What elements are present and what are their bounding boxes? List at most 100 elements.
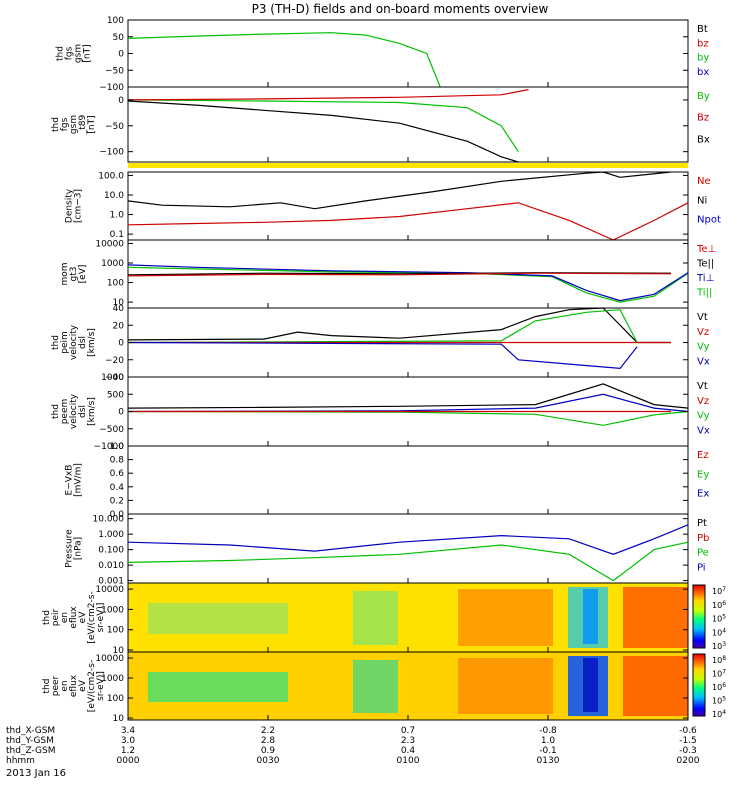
time-axis-value-y-gsm: 3.0 xyxy=(121,736,136,746)
series-line-vt xyxy=(127,307,671,344)
time-axis-row-label: thd_Z-GSM xyxy=(6,746,55,756)
series-line-vt xyxy=(127,383,689,409)
panel-10: 108 107 106 105 104 10000 1000 100 10 thdpeerenef… xyxy=(42,651,726,724)
y-tick-label: 0 xyxy=(118,50,124,60)
y-tick-label: 0 xyxy=(118,339,124,349)
time-axis-value-x-gsm: 0.7 xyxy=(401,726,415,736)
y-tick-label: 1000 xyxy=(101,605,124,615)
legend-label: Vy xyxy=(697,342,710,353)
legend-label: Npot xyxy=(697,215,721,226)
y-axis-label: momgt3[eV] xyxy=(60,262,88,285)
y-tick-label: 1.000 xyxy=(98,530,124,540)
legend-label: Ey xyxy=(697,469,709,480)
spectrogram-region xyxy=(353,591,398,645)
panel-frame xyxy=(127,86,689,163)
legend-label: Pb xyxy=(697,533,709,544)
y-tick-label: 0.4 xyxy=(110,483,125,493)
y-tick-label: 0.010 xyxy=(98,561,124,571)
y-tick-label: 100 xyxy=(107,694,124,704)
legend-label: bz xyxy=(697,38,709,49)
series-line-ti xyxy=(127,266,689,303)
time-axis-value-y-gsm: 2.8 xyxy=(261,736,276,746)
legend-label: Pe xyxy=(697,548,709,559)
y-axis-label: Density[cm−3] xyxy=(65,188,84,223)
y-axis-label: E−VxB[mV/m] xyxy=(65,463,84,497)
legend-label: Vx xyxy=(697,425,710,436)
time-axis-value-z-gsm: 0.4 xyxy=(401,746,416,756)
series-line-vx xyxy=(127,341,638,370)
y-tick-label: 0 xyxy=(118,96,124,106)
legend-label: Vz xyxy=(697,327,709,338)
y-tick-label: 20 xyxy=(113,321,125,331)
time-axis-row-label: thd_Y-GSM xyxy=(6,736,54,746)
y-tick-label: 10000 xyxy=(95,654,124,664)
panel-2: By Bz Bx 0 −50 −100 thdfgsgsm_t89[nT] xyxy=(51,86,710,163)
time-axis-value-z-gsm: -0.1 xyxy=(539,746,557,756)
legend-label: Pi xyxy=(697,562,706,573)
colorbar-gradient xyxy=(692,584,706,649)
legend-label: Bz xyxy=(697,113,709,124)
panel-3: Ne Ni Npot 100.0 10.0 1.0 0.1 Density[cm−3] xyxy=(65,171,721,241)
time-axis-value-z-gsm: 1.2 xyxy=(121,746,135,756)
time-axis-value-x-gsm: 2.2 xyxy=(261,726,275,736)
time-axis-value-x-gsm: -0.6 xyxy=(679,726,697,736)
time-axis-value-time: 0030 xyxy=(257,756,280,766)
time-axis-row-label: hhmm xyxy=(6,756,35,766)
y-tick-label: 10000 xyxy=(95,239,124,249)
y-tick-label: −100 xyxy=(99,148,124,158)
time-axis-value-x-gsm: -0.8 xyxy=(539,726,557,736)
colorbar-gradient xyxy=(692,653,706,717)
series-line-by xyxy=(127,32,441,88)
y-tick-label: 100 xyxy=(107,626,124,636)
y-axis-label: thdfgsgsm_t89[nT] xyxy=(51,114,97,135)
data-quality-bar xyxy=(128,163,688,168)
series-line-ne xyxy=(127,202,689,241)
y-tick-label: 0.6 xyxy=(110,469,125,479)
time-axis-value-time: 0000 xyxy=(117,756,140,766)
spectrogram-region xyxy=(353,660,398,713)
panel-1: Bt bz by bx 100 50 0 −50 −100 thdfgsgsm[nT] xyxy=(56,16,710,93)
series-line-pi xyxy=(127,524,689,555)
legend-label: Ni xyxy=(697,195,707,206)
time-axis-value-z-gsm: 0.9 xyxy=(261,746,276,756)
y-tick-label: 100 xyxy=(107,16,124,26)
y-axis-label: thdpeemvelocitydsl[km/s] xyxy=(51,393,97,429)
legend-label: Vx xyxy=(697,356,710,367)
y-tick-label: 1000 xyxy=(101,259,124,269)
y-axis-label: thdpeirenefluxeV[eV/(cm2-s-sr-eV)] xyxy=(42,591,106,643)
spectrogram-region xyxy=(148,603,288,634)
legend-label: Vt xyxy=(697,381,708,392)
y-tick-label: −1000 xyxy=(94,442,125,452)
y-tick-label: 10000 xyxy=(95,585,124,595)
time-axis-row-label: thd_X-GSM xyxy=(6,726,55,736)
colorbar-tick-label: 104 xyxy=(712,709,726,719)
colorbar: 108 107 106 105 104 xyxy=(692,653,726,719)
panel-6: Vt Vz Vy Vx 1000 500 0 −500 −1000 thdpeemvelocity… xyxy=(51,373,710,452)
time-axis-value-time: 0100 xyxy=(397,756,420,766)
series-line-vy xyxy=(127,309,638,344)
y-tick-label: 100 xyxy=(107,279,124,289)
spectrogram-region xyxy=(623,587,688,648)
legend-label: Ex xyxy=(697,489,709,500)
y-tick-label: 1.0 xyxy=(110,211,125,221)
colorbar-tick-label: 107 xyxy=(712,669,726,679)
legend-label: Pt xyxy=(697,518,707,529)
legend-label: Vy xyxy=(697,411,710,422)
y-tick-label: 10 xyxy=(113,646,125,656)
legend-label: Ti|| xyxy=(696,288,712,299)
legend-label: Te|| xyxy=(696,259,714,270)
time-axis-value-time: 0200 xyxy=(677,756,700,766)
colorbar-tick-label: 105 xyxy=(712,614,726,624)
y-axis-label: thdfgsgsm[nT] xyxy=(56,44,93,63)
spectrogram-region xyxy=(458,589,553,646)
legend-label: By xyxy=(697,91,710,102)
legend-label: bx xyxy=(697,67,709,78)
colorbar-tick-label: 106 xyxy=(712,600,726,610)
y-tick-label: 10 xyxy=(113,714,125,724)
panel-frame xyxy=(127,445,689,515)
y-tick-label: −50 xyxy=(105,66,124,76)
series-line-pe xyxy=(127,541,689,582)
y-tick-label: 0.8 xyxy=(110,456,125,466)
